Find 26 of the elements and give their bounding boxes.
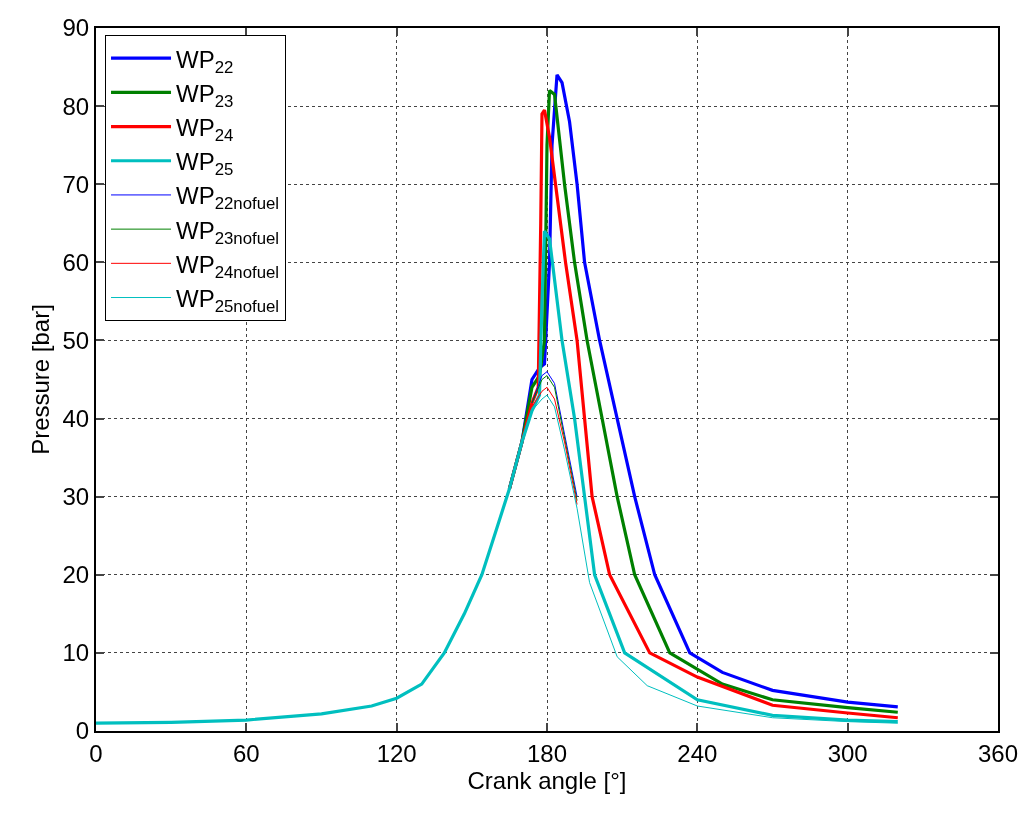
legend-label: WP$_{24nofuel}$ (176, 250, 280, 282)
y-tick-label: 30 (62, 483, 90, 511)
y-tick-label: 10 (62, 639, 90, 667)
legend-label: WP$_{22nofuel}$ (176, 182, 280, 214)
x-tick-label: 180 (526, 739, 568, 767)
legend-label: WP$_{25nofuel}$ (176, 284, 280, 316)
y-tick-label: 20 (62, 561, 90, 589)
legend-label: WP$_{25}$ (176, 148, 234, 180)
y-tick-label: 70 (62, 170, 90, 198)
y-tick-label: 50 (62, 326, 90, 354)
legend-label: WP$_{24}$ (176, 113, 234, 145)
legend-label: WP$_{22}$ (176, 45, 234, 77)
legend-label: WP$_{23nofuel}$ (176, 216, 280, 248)
x-tick-label: 120 (376, 739, 417, 767)
y-tick-label: 90 (62, 14, 90, 42)
y-tick-label: 80 (62, 92, 90, 120)
x-axis-title: Crank angle [°] (467, 766, 627, 794)
y-tick-label: 40 (62, 404, 90, 432)
x-tick-label: 240 (677, 739, 718, 767)
x-tick-label: 60 (232, 739, 260, 767)
y-axis-title: Pressure [bar] (27, 304, 55, 455)
y-tick-label: 0 (75, 717, 90, 745)
y-tick-label: 60 (62, 248, 90, 276)
x-tick-label: 360 (977, 739, 1019, 767)
x-tick-label: 300 (827, 739, 868, 767)
legend-label: WP$_{23}$ (176, 79, 234, 111)
